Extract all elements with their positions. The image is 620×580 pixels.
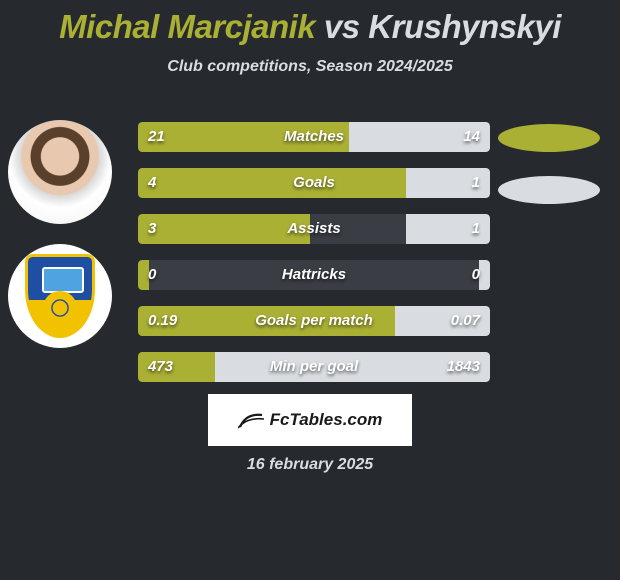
stats-chart: 2114Matches 41Goals 31Assists 00Hattricks 0.… <box>138 122 490 398</box>
legend-ellipse <box>498 176 600 204</box>
stat-row: 4731843Min per goal <box>138 352 490 382</box>
subtitle: Club competitions, Season 2024/2025 <box>0 58 620 76</box>
stat-row: 41Goals <box>138 168 490 198</box>
vs-text: vs <box>324 8 360 45</box>
brand-swoosh-icon <box>238 411 264 429</box>
legend-ellipse <box>498 124 600 152</box>
club-crest-icon <box>25 254 95 338</box>
stat-row: 00Hattricks <box>138 260 490 290</box>
avatar-column <box>8 120 118 374</box>
stat-label: Goals <box>138 168 490 198</box>
footer-date: 16 february 2025 <box>0 456 620 474</box>
stat-label: Matches <box>138 122 490 152</box>
player1-name: Michal Marcjanik <box>59 8 315 45</box>
player1-club-slot <box>8 244 112 374</box>
player1-avatar-slot <box>8 120 112 250</box>
stat-row: 0.190.07Goals per match <box>138 306 490 336</box>
stat-label: Goals per match <box>138 306 490 336</box>
brand-text: FcTables.com <box>270 410 383 430</box>
comparison-title: Michal Marcjanik vs Krushynskyi <box>0 0 620 46</box>
stat-row: 31Assists <box>138 214 490 244</box>
player1-photo <box>8 120 112 224</box>
stat-label: Min per goal <box>138 352 490 382</box>
player2-name: Krushynskyi <box>368 8 561 45</box>
stat-row: 2114Matches <box>138 122 490 152</box>
brand-box: FcTables.com <box>208 394 412 446</box>
stat-label: Assists <box>138 214 490 244</box>
stat-label: Hattricks <box>138 260 490 290</box>
player1-club-badge <box>8 244 112 348</box>
